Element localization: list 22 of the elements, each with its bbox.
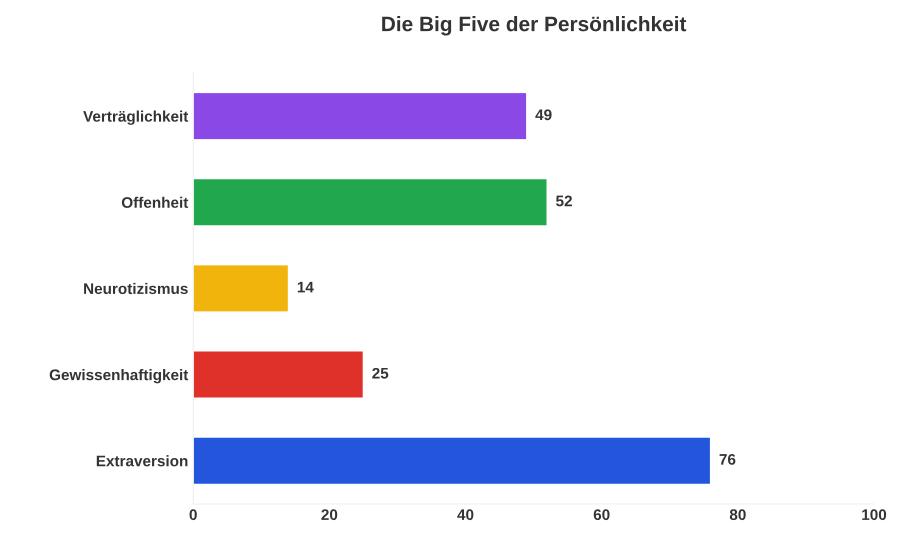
- data-label: 49: [535, 109, 552, 120]
- x-tick-label: 60: [594, 509, 610, 520]
- data-label: 76: [720, 454, 736, 465]
- bar: [193, 264, 290, 313]
- bar: [193, 350, 364, 399]
- y-tick-label: Extraversion: [96, 455, 188, 466]
- chart-title: Die Big Five der Persönlichkeit: [382, 16, 686, 36]
- x-tick-label: 100: [862, 509, 886, 520]
- bar: [193, 92, 528, 140]
- bar: [193, 436, 712, 486]
- y-tick-label: Verträglichkeit: [83, 110, 188, 125]
- x-tick-label: 40: [457, 509, 474, 520]
- data-label: 25: [372, 368, 388, 379]
- x-tick-label: 20: [321, 509, 338, 520]
- y-tick-label: Offenheit: [122, 196, 188, 208]
- x-tick-label: 0: [190, 509, 197, 520]
- bar: [193, 178, 548, 227]
- x-tick-label: 80: [730, 509, 746, 520]
- data-label: 52: [556, 196, 572, 206]
- y-tick-label: Gewissenhaftigkeit: [50, 369, 188, 384]
- data-label: 14: [298, 282, 314, 292]
- y-tick-label: Neurotizismus: [84, 282, 188, 294]
